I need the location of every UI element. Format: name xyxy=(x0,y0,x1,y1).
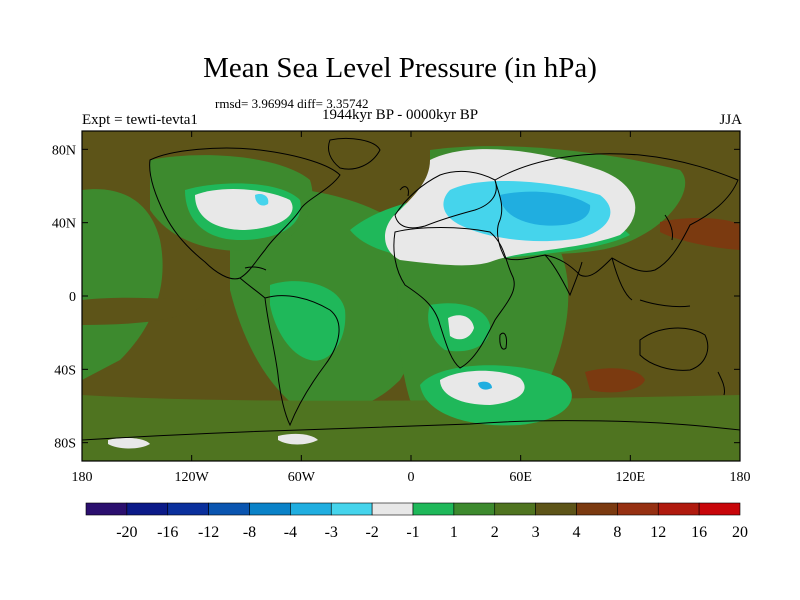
colorbar-swatch xyxy=(330,502,373,516)
y-tick-label: 0 xyxy=(69,290,76,305)
field-brown-equator xyxy=(82,297,210,325)
coast-se-asia xyxy=(611,257,691,308)
field-red-pacific xyxy=(660,218,740,250)
coast-south-america xyxy=(264,295,340,427)
coast-central-america xyxy=(239,277,266,299)
colorbar-label: -1 xyxy=(406,524,419,541)
coast-antarctica xyxy=(82,420,740,441)
coast-europe xyxy=(394,170,497,229)
coast-new-zealand xyxy=(717,371,725,396)
field-grey-africa xyxy=(448,315,474,340)
colorbar-label: -2 xyxy=(365,524,378,541)
x-tick-label: 60W xyxy=(288,470,316,485)
colorbar-swatch xyxy=(576,502,618,516)
x-tick-label: 120E xyxy=(616,470,646,485)
colorbar-swatch xyxy=(290,502,332,516)
field-green-south xyxy=(82,395,740,461)
colorbar-label: 4 xyxy=(573,524,581,541)
colorbar-swatch xyxy=(698,502,741,516)
coastlines xyxy=(82,137,740,441)
coast-australia xyxy=(639,327,709,371)
coast-japan xyxy=(664,214,673,241)
coast-africa xyxy=(393,227,515,369)
coast-madagascar xyxy=(499,332,507,350)
colorbar-label: 16 xyxy=(691,524,707,541)
map-title: Mean Sea Level Pressure (in hPa) xyxy=(203,52,597,84)
colorbar-swatch xyxy=(494,502,536,516)
colorbar-swatch xyxy=(249,502,291,516)
colorbar-label: -16 xyxy=(157,524,178,541)
x-tick-label: 180 xyxy=(72,470,93,485)
coast-uk xyxy=(399,186,409,197)
x-tick-label: 0 xyxy=(408,470,415,485)
time-period-label: 1944kyr BP - 0000kyr BP xyxy=(321,107,479,123)
colorbar-swatch xyxy=(535,502,577,516)
colorbar-label: 2 xyxy=(491,524,499,541)
colorbar-swatch xyxy=(208,502,250,516)
field-green-sa-light xyxy=(270,281,346,361)
colorbar-label: 1 xyxy=(450,524,458,541)
colorbar-label: -12 xyxy=(198,524,219,541)
colorbar-label: -3 xyxy=(325,524,338,541)
colorbar-swatch xyxy=(453,502,496,516)
colorbar-label: -8 xyxy=(243,524,256,541)
colorbar-swatch xyxy=(412,502,455,516)
coast-greenland xyxy=(327,137,381,170)
colorbar-label: -4 xyxy=(284,524,297,541)
coast-india xyxy=(544,254,583,297)
colorbar-swatch xyxy=(657,502,700,516)
y-tick-label: 80S xyxy=(54,437,76,452)
colorbar-swatch xyxy=(617,502,659,516)
field-grey-na xyxy=(195,188,293,230)
experiment-label: Expt = tewti-tevta1 xyxy=(82,112,198,128)
field-grey-antarctica-1 xyxy=(108,437,150,449)
field-cyan-southern xyxy=(478,381,492,390)
field-red-indian xyxy=(585,368,645,393)
pressure-field xyxy=(82,131,740,461)
coast-north-america xyxy=(149,147,341,280)
x-tick-label: 60E xyxy=(509,470,532,485)
colorbar-swatch xyxy=(167,502,209,516)
colorbar-swatch xyxy=(126,502,169,516)
x-tick-label: 180 xyxy=(730,470,751,485)
field-blue-eurasia xyxy=(500,191,591,226)
field-cyan-na xyxy=(255,194,269,206)
field-green-atlantic xyxy=(82,189,163,380)
colorbar-label: 3 xyxy=(532,524,540,541)
x-tick-label: 120W xyxy=(175,470,210,485)
rmsd-diff-stats: rmsd= 3.96994 diff= 3.35742 xyxy=(215,96,369,111)
season-label: JJA xyxy=(719,112,742,128)
colorbar-label: 20 xyxy=(732,524,748,541)
y-tick-label: 80N xyxy=(52,143,76,158)
colorbar: -20 -16 -12 -8 -4 -3 -2 -1 1 2 3 4 8 12 16 20 xyxy=(85,502,748,541)
colorbar-swatch xyxy=(371,502,414,516)
y-tick-label: 40N xyxy=(52,217,76,232)
coast-asia xyxy=(494,153,739,277)
colorbar-label: -20 xyxy=(116,524,137,541)
y-tick-label: 40S xyxy=(54,363,76,378)
field-grey-antarctica-2 xyxy=(278,433,318,445)
coast-caribbean xyxy=(244,266,267,271)
colorbar-label: 12 xyxy=(650,524,666,541)
colorbar-swatch xyxy=(85,502,128,516)
colorbar-label: 8 xyxy=(613,524,621,541)
map-ticks: 180 120W 60W 0 60E 120E 180 80N 40N 0 40S 80S xyxy=(52,131,751,485)
